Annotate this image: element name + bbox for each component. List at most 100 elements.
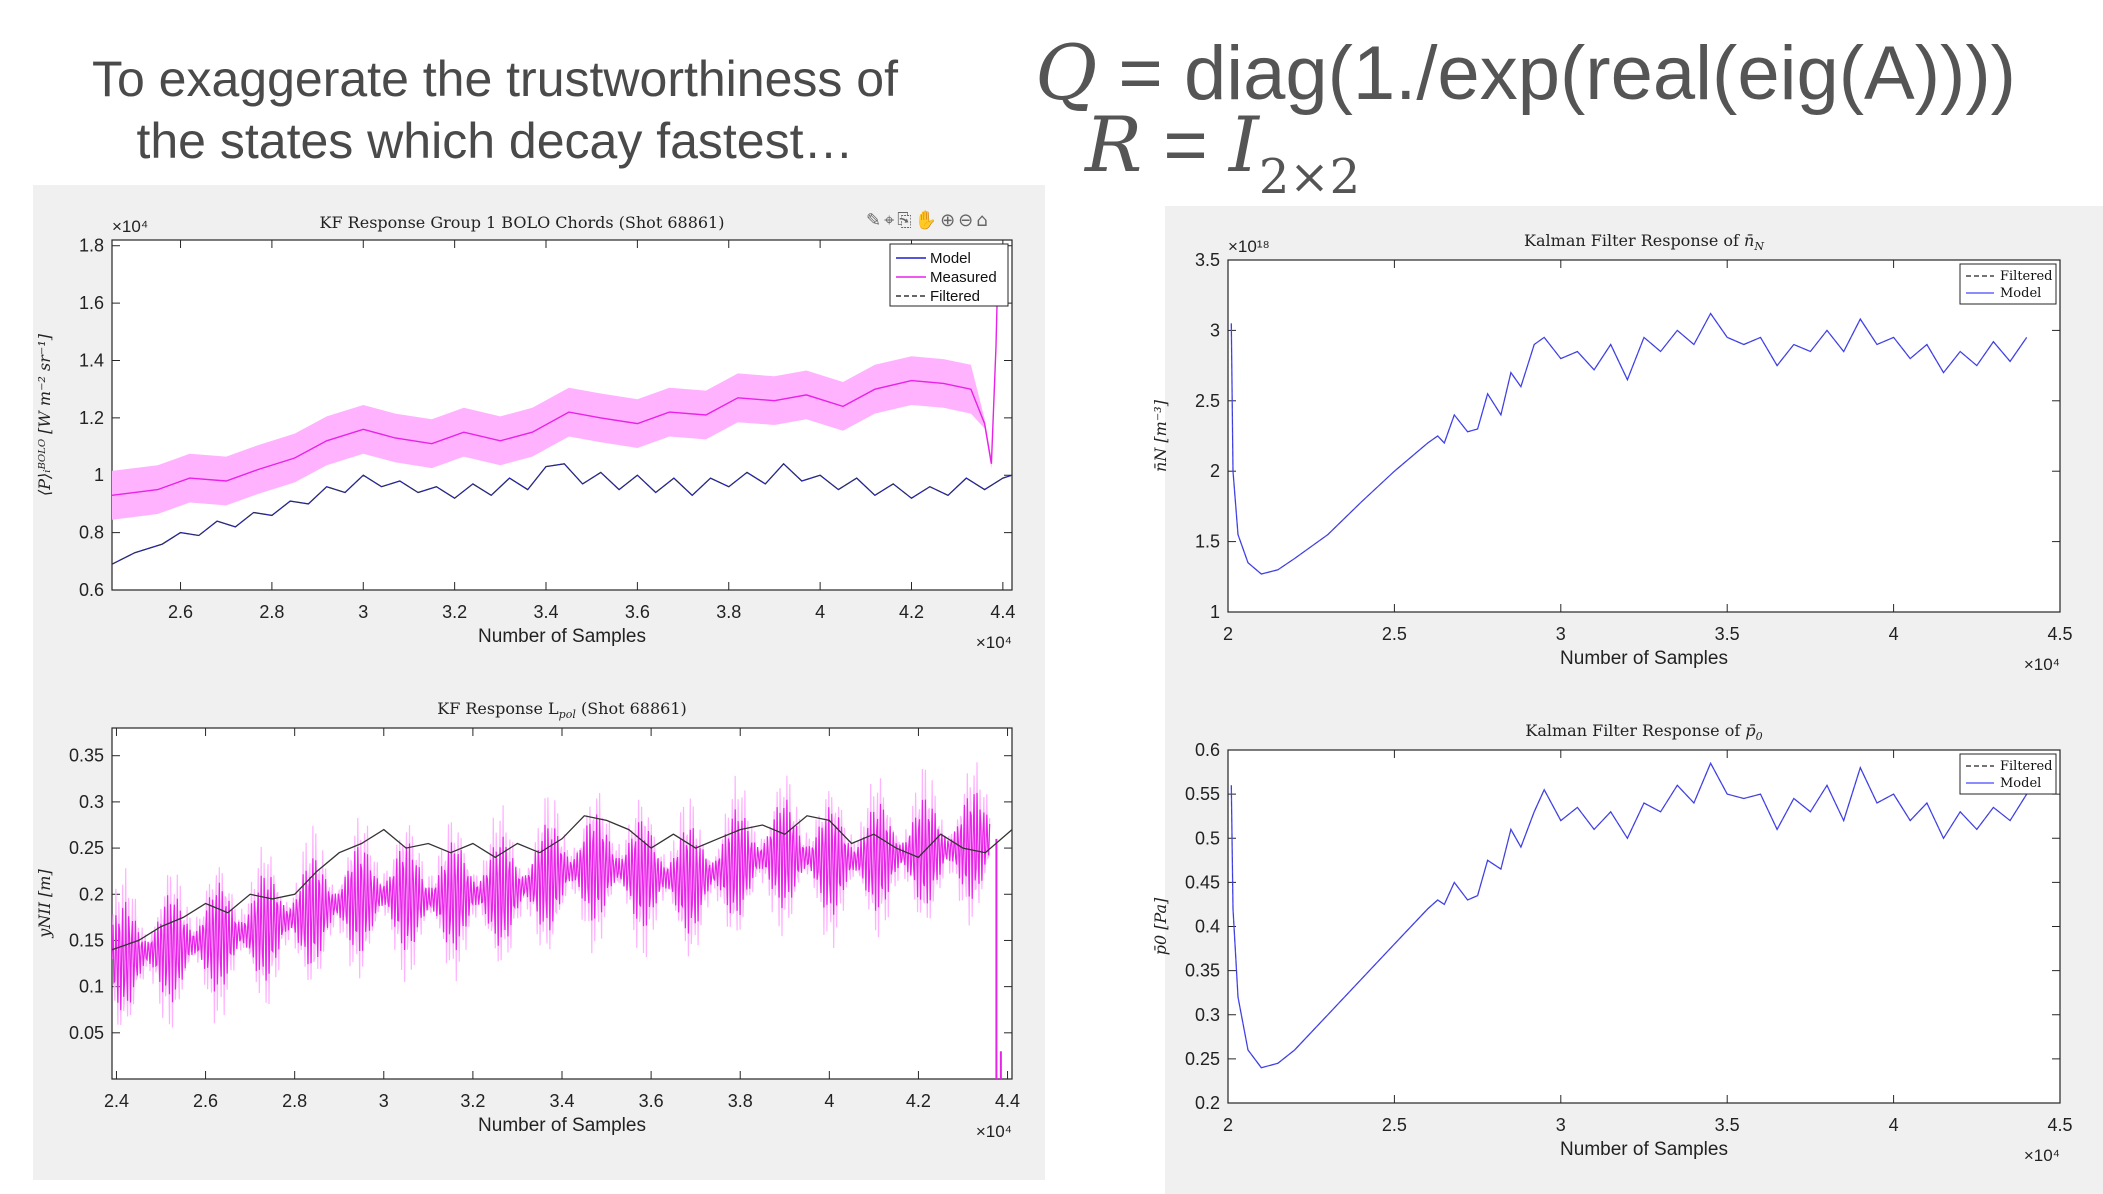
measured-uncertainty-band [112, 246, 999, 520]
y-tick-label: 0.2 [1195, 1093, 1220, 1113]
x-exponent: ×10⁴ [2024, 655, 2060, 674]
x-tick-label: 3.4 [533, 602, 558, 622]
equation-q-lhs: Q [1035, 28, 1098, 117]
x-tick-label: 3.2 [442, 602, 467, 622]
zoom-out-icon[interactable]: ⊖ [958, 210, 977, 231]
title-main: Kalman Filter Response of [1525, 721, 1745, 740]
series-measured [112, 251, 999, 496]
series-filtered [112, 815, 1012, 951]
equation-r-lhs: R [1085, 100, 1143, 189]
y-tick-label: 3 [1210, 320, 1220, 340]
x-tick-label: 4.4 [990, 602, 1015, 622]
x-tick-label: 3.5 [1715, 624, 1740, 644]
headline-line-2: the states which decay fastest… [136, 113, 854, 169]
export-icon[interactable]: ⎘ [897, 210, 915, 231]
x-tick-label: 3.6 [625, 602, 650, 622]
y-tick-label: 0.05 [69, 1023, 104, 1043]
x-tick-label: 3.4 [549, 1091, 574, 1111]
x-tick-label: 4 [824, 1091, 834, 1111]
series-model [1230, 761, 2028, 1069]
legend-entry: Filtered [2000, 759, 2052, 774]
x-tick-label: 3 [1556, 1115, 1566, 1135]
series-filtered [112, 463, 1012, 565]
figure-toolbar: ✎⌖⎘✋⊕⊖⌂ [866, 210, 991, 231]
y-tick-label: 1.6 [79, 293, 104, 313]
pan-icon[interactable]: ✋ [914, 210, 941, 231]
series-filtered [1230, 762, 2027, 1069]
y-tick-label: 0.4 [1195, 917, 1220, 937]
x-exponent: ×10⁴ [2024, 1146, 2060, 1165]
x-axis-label: Number of Samples [1560, 1139, 1728, 1160]
equation-q: Q = diag(1./exp(real(eig(A)))) [1035, 28, 2016, 119]
title-tail: (Shot 68861) [576, 699, 687, 718]
y-tick-label: 1.4 [79, 350, 104, 370]
legend-entry: Model [930, 250, 971, 267]
chart-title: Kalman Filter Response of p̄0 [1525, 721, 1762, 743]
x-axis-label: Number of Samples [478, 626, 646, 647]
x-tick-label: 4 [1889, 624, 1899, 644]
x-exponent: ×10⁴ [976, 633, 1012, 652]
plot-area [111, 727, 1013, 1080]
equation-r-equals: = [1142, 103, 1229, 188]
y-tick-label: 0.2 [79, 884, 104, 904]
y-tick-label: 0.25 [69, 838, 104, 858]
x-exponent: ×10⁴ [976, 1122, 1012, 1141]
y-tick-label: 0.5 [1195, 828, 1220, 848]
y-tick-label: 0.8 [79, 523, 104, 543]
equation-r-subscript: 2×2 [1258, 149, 1361, 205]
chart-title: KF Response Lpol (Shot 68861) [437, 699, 687, 721]
x-tick-label: 3 [358, 602, 368, 622]
y-tick-label: 0.35 [69, 746, 104, 766]
y-tick-label: 0.45 [1185, 872, 1220, 892]
x-tick-label: 2.8 [282, 1091, 307, 1111]
legend-entry: Filtered [2000, 269, 2052, 284]
y-exponent: ×10¹⁸ [1228, 237, 1270, 256]
y-axis-label: p̄0 [Pa] [1151, 897, 1170, 955]
x-tick-label: 4.4 [995, 1091, 1020, 1111]
y-tick-label: 1.2 [79, 408, 104, 428]
x-axis-label: Number of Samples [1560, 648, 1728, 669]
y-tick-label: 0.3 [1195, 1005, 1220, 1025]
chart-title: KF Response Group 1 BOLO Chords (Shot 68… [320, 213, 725, 232]
x-tick-label: 4 [815, 602, 825, 622]
equation-q-rhs: diag(1./exp(real(eig(A)))) [1183, 31, 2016, 116]
x-tick-label: 2.8 [259, 602, 284, 622]
x-axis-label: Number of Samples [478, 1115, 646, 1136]
y-tick-label: 3.5 [1195, 250, 1220, 270]
y-tick-label: 0.15 [69, 930, 104, 950]
zoom-in-icon[interactable]: ⊕ [940, 210, 959, 231]
legend-box [1959, 263, 2057, 305]
x-tick-label: 3.8 [716, 602, 741, 622]
y-axis-label: n̄N [m⁻³] [1151, 399, 1170, 472]
x-tick-label: 2 [1223, 624, 1233, 644]
data-tip-icon[interactable]: ⌖ [884, 210, 898, 231]
headline-line-1: To exaggerate the trustworthiness of [91, 51, 898, 107]
plot-marks [1230, 761, 2028, 1069]
title-subscript: 0 [1756, 730, 1763, 743]
chart-title: Kalman Filter Response of n̄N [1524, 231, 1764, 253]
brush-icon[interactable]: ✎ [866, 210, 885, 231]
x-tick-label: 4.5 [2047, 624, 2072, 644]
x-tick-label: 4.5 [2047, 1115, 2072, 1135]
y-tick-label: 1 [1210, 602, 1220, 622]
title-main: KF Response L [437, 699, 559, 718]
legend-entry: Filtered [930, 288, 980, 305]
chart-bolo: KF Response Group 1 BOLO Chords (Shot 68… [35, 213, 1015, 652]
x-tick-label: 2.6 [193, 1091, 218, 1111]
x-tick-label: 3.2 [460, 1091, 485, 1111]
x-tick-label: 3 [1556, 624, 1566, 644]
home-icon[interactable]: ⌂ [976, 210, 991, 231]
y-tick-label: 2.5 [1195, 391, 1220, 411]
y-tick-label: 1.8 [79, 236, 104, 256]
legend-entry: Model [2000, 776, 2041, 791]
chart-lpol: KF Response Lpol (Shot 68861) 2.4 2.6 2.8 3 3… [35, 699, 1020, 1141]
title-symbol: n̄ [1744, 231, 1754, 250]
y-tick-label: 1 [94, 465, 104, 485]
series-filtered [1230, 312, 2027, 575]
legend-entry: Model [2000, 286, 2041, 301]
x-tick-label: 3.6 [639, 1091, 664, 1111]
legend-entry: Measured [930, 269, 997, 286]
y-tick-label: 0.35 [1185, 961, 1220, 981]
title-subscript: N [1753, 240, 1764, 253]
